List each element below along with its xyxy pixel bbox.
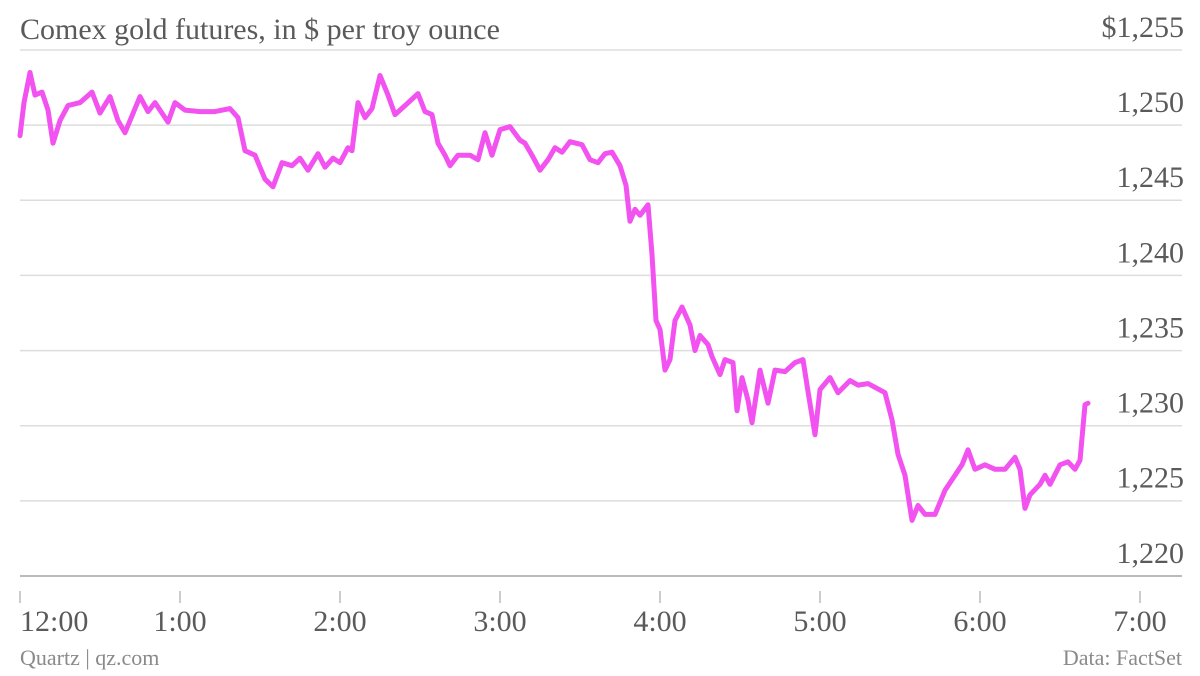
price-line (17, 70, 1091, 523)
source: Data: FactSet (1063, 645, 1182, 670)
x-tick-label: 3:00 (473, 605, 526, 638)
x-tick-label: 12:00 (20, 605, 88, 638)
y-tick-label: 1,220 (1117, 537, 1185, 570)
y-tick-label: 1,225 (1117, 462, 1185, 495)
y-tick-label: 1,235 (1117, 311, 1185, 344)
x-tick-label: 1:00 (153, 605, 206, 638)
x-tick-label: 6:00 (953, 605, 1006, 638)
y-tick-label: 1,240 (1117, 236, 1185, 269)
x-tick-label: 2:00 (313, 605, 366, 638)
y-tick-label: $1,255 (1102, 11, 1185, 44)
y-tick-label: 1,250 (1117, 86, 1185, 119)
x-tick-label: 5:00 (793, 605, 846, 638)
x-tick-label: 7:00 (1113, 605, 1166, 638)
y-tick-label: 1,230 (1117, 387, 1185, 420)
chart-title: Comex gold futures, in $ per troy ounce (20, 13, 500, 46)
y-tick-label: 1,245 (1117, 161, 1185, 194)
credit: Quartz | qz.com (20, 645, 159, 670)
x-tick-label: 4:00 (633, 605, 686, 638)
